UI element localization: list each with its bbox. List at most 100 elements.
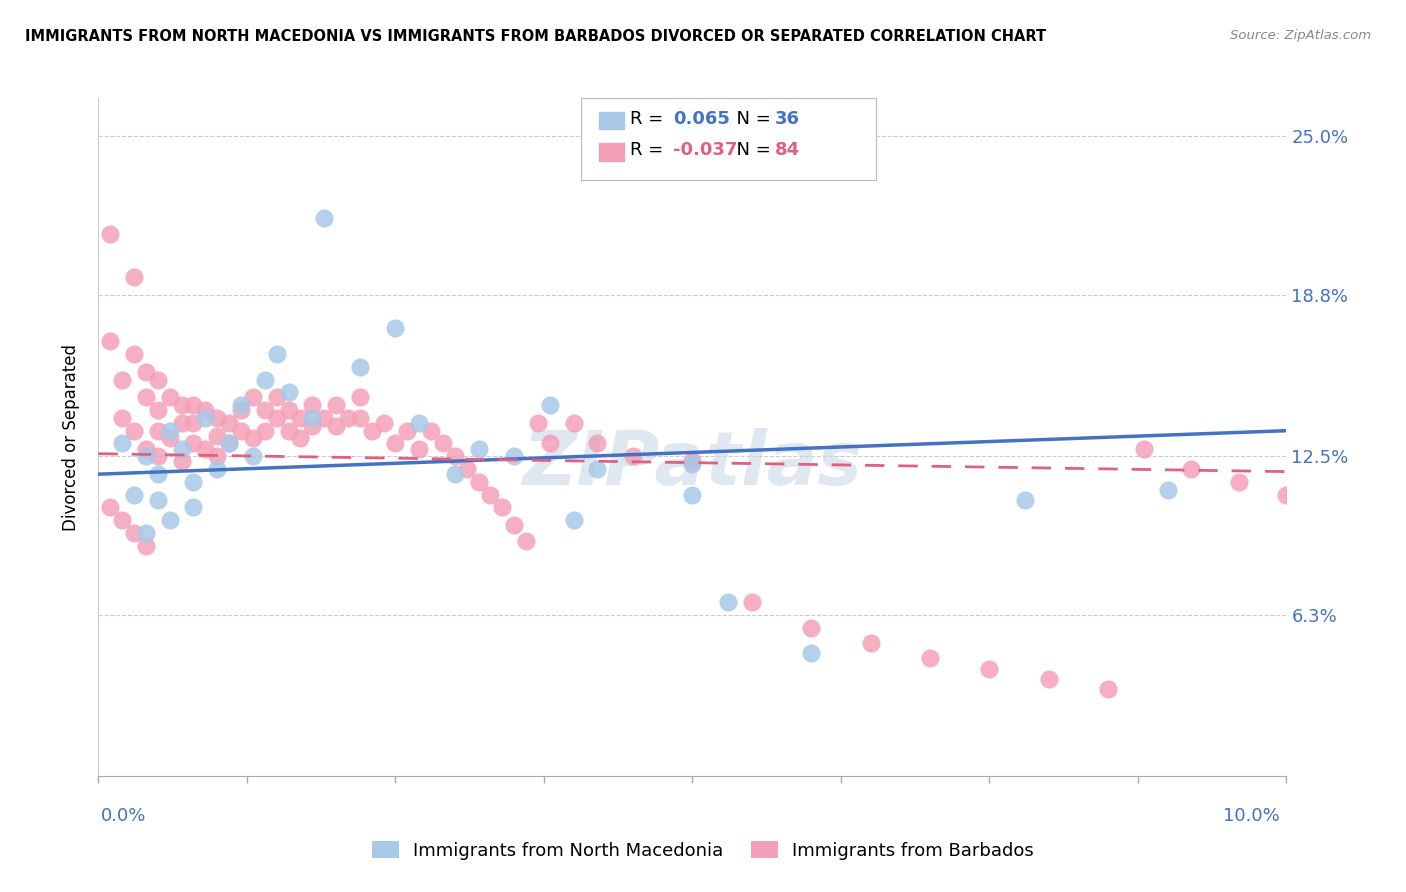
Point [384,436,406,450]
Text: N =: N = [725,141,778,159]
Point [170,454,193,468]
Point [800,621,823,635]
Point [146,450,169,464]
Point [159,513,181,527]
Point [111,436,134,450]
Text: N =: N = [725,110,778,128]
Text: 84: 84 [775,141,800,159]
Point [135,391,157,405]
Point [527,416,550,430]
Point [183,475,205,489]
Point [979,662,1001,676]
Text: R =: R = [630,141,669,159]
Point [146,467,169,482]
Point [146,492,169,507]
Point [360,424,382,438]
Point [253,424,276,438]
Point [207,410,229,425]
Point [621,450,644,464]
Point [396,424,419,438]
Point [349,391,371,405]
Point [146,403,169,417]
Point [266,391,288,405]
Point [432,436,454,450]
Point [562,513,585,527]
Point [384,321,406,335]
Point [314,410,336,425]
Point [277,385,299,400]
Point [207,429,229,443]
Point [443,467,465,482]
Point [515,533,537,548]
Point [336,410,359,425]
Point [98,334,121,348]
Point [135,365,157,379]
Text: 10.0%: 10.0% [1223,807,1279,825]
Point [122,270,145,285]
Point [1275,488,1298,502]
Point [218,436,240,450]
Text: 0.0%: 0.0% [101,807,146,825]
Point [682,454,704,468]
Text: IMMIGRANTS FROM NORTH MACEDONIA VS IMMIGRANTS FROM BARBADOS DIVORCED OR SEPARATE: IMMIGRANTS FROM NORTH MACEDONIA VS IMMIG… [25,29,1046,44]
Point [800,646,823,660]
Point [562,416,585,430]
Point [682,488,704,502]
Point [277,424,299,438]
Point [290,410,312,425]
Point [538,436,561,450]
Point [183,416,205,430]
Point [170,398,193,412]
Point [1014,492,1036,507]
Point [1180,462,1202,476]
Point [146,372,169,386]
Point [135,442,157,456]
Point [408,442,430,456]
Point [349,410,371,425]
Point [111,410,134,425]
Point [503,518,526,533]
Point [194,403,217,417]
Point [538,398,561,412]
Point [242,450,264,464]
Point [253,372,276,386]
Text: 36: 36 [775,110,800,128]
Point [443,450,465,464]
Point [920,651,942,665]
Point [207,450,229,464]
Text: -0.037: -0.037 [673,141,738,159]
Point [218,416,240,430]
Point [741,595,763,609]
Point [170,416,193,430]
Point [122,488,145,502]
Point [135,539,157,553]
Point [183,436,205,450]
Text: R =: R = [630,110,669,128]
Point [218,436,240,450]
Point [229,424,252,438]
Point [586,462,609,476]
Point [479,488,502,502]
Point [159,431,181,445]
Point [253,403,276,417]
Point [1156,483,1178,497]
Point [277,403,299,417]
Point [373,416,395,430]
Point [301,398,323,412]
Point [98,500,121,515]
Point [159,391,181,405]
Point [229,403,252,417]
Point [111,513,134,527]
Point [1097,681,1119,696]
Point [456,462,478,476]
Point [301,418,323,433]
Point [135,450,157,464]
Point [194,442,217,456]
Point [194,410,217,425]
Point [349,359,371,374]
Point [503,450,526,464]
Point [98,227,121,241]
Point [122,526,145,541]
Point [183,500,205,515]
Point [229,398,252,412]
